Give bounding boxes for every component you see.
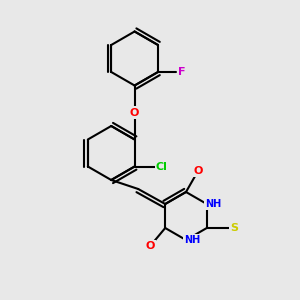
Text: F: F xyxy=(178,67,186,77)
Text: NH: NH xyxy=(184,235,200,245)
Text: Cl: Cl xyxy=(156,161,167,172)
Text: S: S xyxy=(230,223,238,233)
Text: O: O xyxy=(130,107,139,118)
Text: O: O xyxy=(193,166,203,176)
Text: O: O xyxy=(146,241,155,251)
Text: NH: NH xyxy=(205,199,221,209)
